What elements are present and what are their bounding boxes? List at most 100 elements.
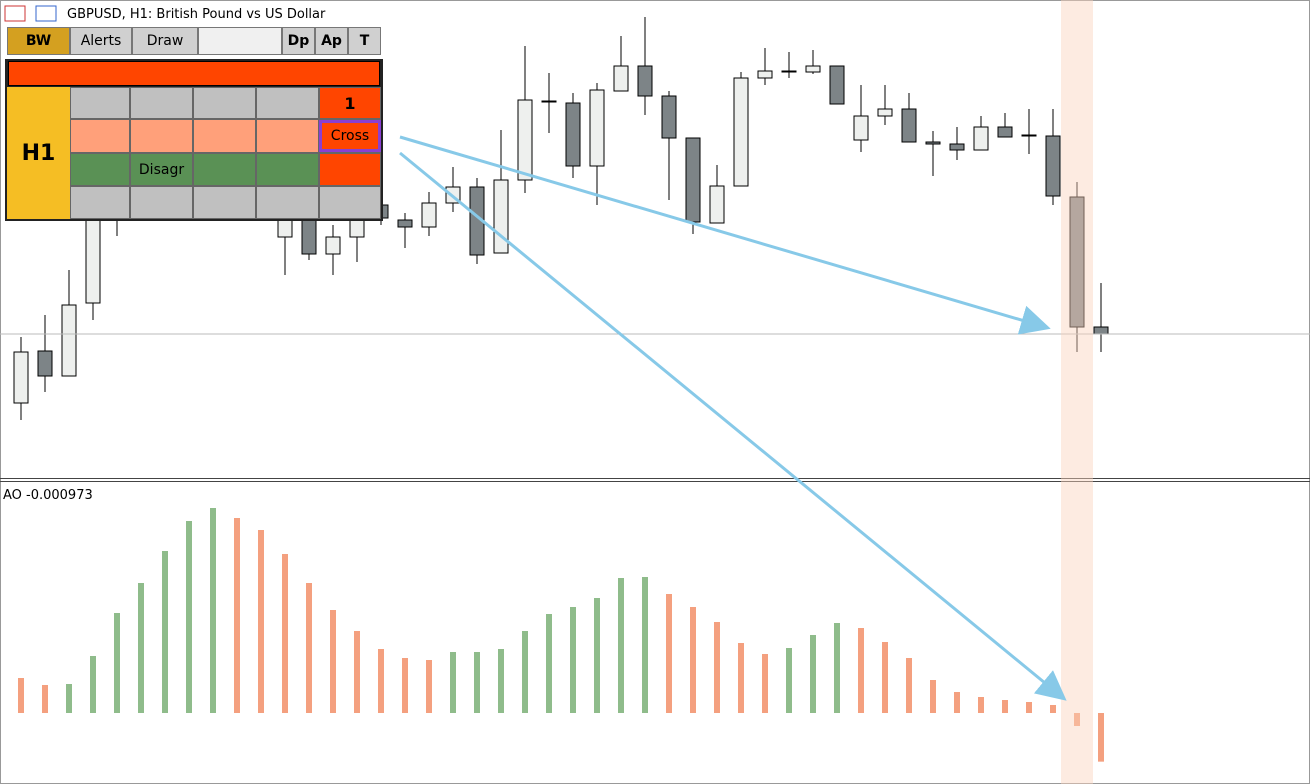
panel-cell <box>130 87 193 119</box>
panel-cell <box>130 153 193 186</box>
ao-bar <box>1050 705 1056 713</box>
candle-body <box>1069 196 1085 328</box>
candle-body <box>877 108 893 117</box>
ao-bar <box>1026 702 1032 713</box>
panel-cell <box>130 186 193 219</box>
ao-bar <box>210 508 216 713</box>
ao-bar <box>906 658 912 713</box>
ao-bar <box>330 610 336 713</box>
ao-bar <box>858 628 864 713</box>
ao-bar <box>930 680 936 713</box>
candle-body <box>901 108 917 143</box>
ao-bar <box>714 622 720 713</box>
arrow <box>399 135 1051 335</box>
candle-body <box>805 65 821 73</box>
candle-body <box>541 100 557 103</box>
ao-bar <box>114 613 120 713</box>
candle-body <box>973 126 989 151</box>
candle-body <box>397 219 413 228</box>
candle-body <box>325 236 341 255</box>
timeframe: H1 <box>7 87 70 219</box>
panel-cell <box>193 153 256 186</box>
icon <box>35 5 57 22</box>
indicator-label: AO -0.000973 <box>3 488 93 503</box>
panel-cell <box>193 119 256 153</box>
ao-bar <box>18 678 24 713</box>
ao-bar <box>66 684 72 713</box>
ao-bar <box>90 656 96 713</box>
panel-cell <box>70 119 130 153</box>
button[interactable]: Dp <box>282 27 315 55</box>
arrow <box>399 151 1067 701</box>
candle-body <box>757 70 773 79</box>
ao-bar <box>378 649 384 713</box>
ao-bar <box>618 578 624 713</box>
panel-header <box>8 61 380 86</box>
candle-body <box>949 143 965 151</box>
button-blank <box>198 27 282 55</box>
count: 1 <box>344 93 356 113</box>
candle-body <box>733 77 749 187</box>
button[interactable]: Ap <box>315 27 348 55</box>
ao-bar <box>570 607 576 713</box>
panel-cell <box>70 153 130 186</box>
ao-bar <box>594 598 600 713</box>
ao-pane <box>18 508 1104 762</box>
panel-cell <box>256 119 319 153</box>
candle-body <box>709 185 725 224</box>
candle-body <box>781 70 797 73</box>
ao-bar <box>762 654 768 713</box>
ao-bar <box>882 642 888 713</box>
ao-bar <box>690 607 696 713</box>
candle-body <box>613 65 629 92</box>
button[interactable]: T <box>348 27 381 55</box>
candle-body <box>61 304 77 377</box>
candle-body <box>1021 134 1037 137</box>
ao-bar <box>282 554 288 713</box>
ao-bar <box>1002 700 1008 713</box>
ao-bar <box>834 623 840 713</box>
panel-cell <box>256 186 319 219</box>
ao-bar <box>186 521 192 713</box>
candle-body <box>1045 135 1061 197</box>
ao-bar <box>954 692 960 713</box>
button[interactable]: BW <box>7 27 70 55</box>
ao-bar <box>522 631 528 713</box>
candle-body <box>589 89 605 167</box>
ao-bar <box>426 660 432 713</box>
candle-body <box>565 102 581 167</box>
icon <box>4 5 26 22</box>
panel-cell <box>319 186 381 219</box>
candle-body <box>517 99 533 181</box>
button[interactable]: Draw <box>132 27 198 55</box>
ao-bar <box>306 583 312 713</box>
highlight-band <box>1061 0 1093 784</box>
panel-cell <box>130 119 193 153</box>
ao-bar <box>546 614 552 713</box>
ao-bar <box>786 648 792 713</box>
candle-body <box>493 179 509 254</box>
candle-body <box>637 65 653 97</box>
panel-cell <box>193 186 256 219</box>
candle-body <box>37 350 53 377</box>
ao-bar <box>1074 713 1080 726</box>
status: Disagr <box>138 161 185 178</box>
candle-body <box>925 141 941 145</box>
ao-bar <box>810 635 816 713</box>
candle-body <box>13 351 29 404</box>
ao-bar <box>402 658 408 713</box>
ao-bar <box>162 551 168 713</box>
ao-bar <box>234 518 240 713</box>
ao-bar <box>738 643 744 713</box>
ao-bar <box>498 649 504 713</box>
candle-body <box>853 115 869 141</box>
panel-cell <box>70 186 130 219</box>
ao-bar <box>642 577 648 713</box>
candle-body <box>85 219 101 304</box>
candle-body <box>661 95 677 139</box>
ao-bar <box>666 594 672 713</box>
chart-title: GBPUSD, H1: British Pound vs US Dollar <box>67 7 326 22</box>
button[interactable]: Alerts <box>70 27 132 55</box>
